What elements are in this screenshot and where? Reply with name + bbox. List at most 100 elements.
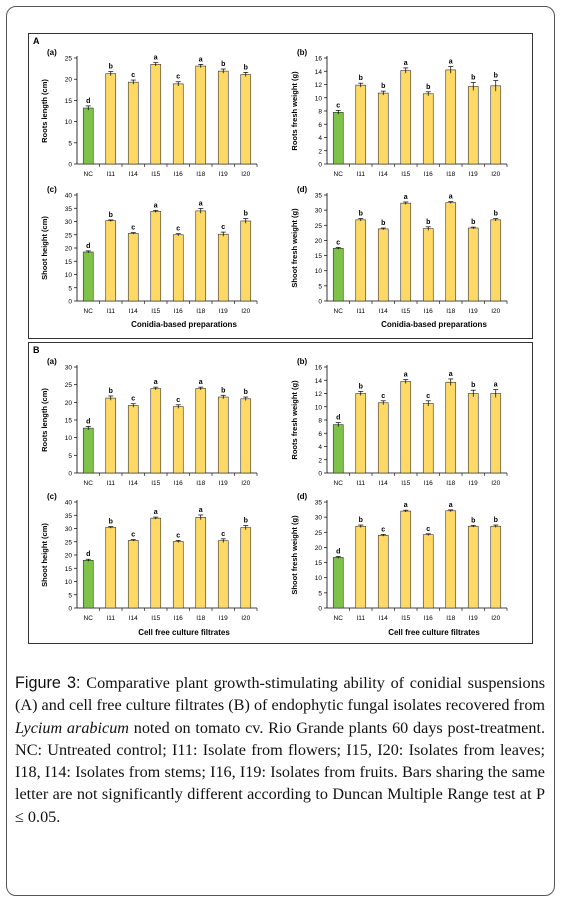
panel-a-label: A	[33, 36, 40, 46]
y-tick-label: 25	[315, 530, 323, 537]
x-tick-label: I20	[241, 480, 250, 487]
y-tick-label: 0	[68, 606, 72, 613]
significance-letter: a	[449, 502, 453, 509]
subplot-label: (d)	[297, 492, 308, 501]
bar-i15	[400, 510, 412, 609]
bar-i20	[490, 393, 502, 474]
y-tick-label: 15	[65, 566, 73, 573]
x-tick-label: I18	[446, 615, 455, 622]
significance-letter: c	[176, 226, 180, 233]
significance-letter: a	[199, 379, 203, 386]
bar-i15	[150, 517, 162, 609]
y-tick-label: 10	[65, 272, 73, 279]
y-tick-label: 2	[318, 148, 322, 155]
significance-letter: b	[244, 211, 248, 218]
bar-i18	[195, 210, 207, 302]
x-tick-label: I11	[356, 171, 365, 178]
y-tick-label: 16	[315, 56, 323, 63]
chart-a-roots-length: (a) Roots length (cm) 0 5 10 15 20 25 d NC b I11 c I1…	[40, 48, 258, 178]
significance-letter: a	[449, 371, 453, 378]
significance-letter: b	[359, 75, 363, 82]
x-tick-label: NC	[334, 615, 344, 622]
x-tick-label: I19	[219, 480, 228, 487]
caption-text-2: noted on tomato cv. Rio Grande plants 60…	[15, 718, 546, 826]
subplot-label: (a)	[47, 357, 57, 366]
bar-i18	[195, 65, 207, 165]
x-tick-label: NC	[84, 615, 94, 622]
bar-nc	[332, 557, 344, 609]
bar-i15	[150, 211, 162, 302]
significance-letter: b	[359, 211, 363, 218]
significance-letter: a	[449, 59, 453, 66]
x-tick-label: I18	[446, 480, 455, 487]
significance-letter: a	[449, 194, 453, 201]
y-tick-label: 35	[65, 513, 73, 520]
x-tick-label: I11	[356, 308, 365, 315]
x-tick-label: I18	[196, 480, 205, 487]
y-tick-label: 30	[65, 526, 73, 533]
significance-letter: a	[154, 55, 158, 62]
figure-frame	[6, 6, 555, 896]
x-tick-label: I15	[401, 171, 410, 178]
x-tick-label: I20	[241, 615, 250, 622]
y-tick-label: 2	[318, 457, 322, 464]
bar-nc	[82, 560, 94, 609]
bar-i16	[172, 234, 184, 302]
x-tick-label: NC	[84, 308, 94, 315]
x-tick-label: I16	[424, 480, 433, 487]
caption-text-1: Comparative plant growth-stimulating abi…	[15, 674, 545, 715]
significance-letter: c	[426, 526, 430, 533]
significance-letter: b	[494, 211, 498, 218]
bar-i19	[467, 86, 479, 165]
y-tick-label: 14	[315, 69, 323, 76]
significance-letter: a	[404, 502, 408, 509]
y-axis-label: Shoot height (cm)	[40, 216, 49, 280]
y-axis-label: Shoot height (cm)	[40, 523, 49, 587]
bar-nc	[82, 427, 94, 474]
significance-letter: b	[221, 387, 225, 394]
significance-letter: c	[176, 74, 180, 81]
significance-letter: c	[131, 225, 135, 232]
x-tick-label: I14	[129, 171, 138, 178]
bar-i16	[172, 83, 184, 165]
bar-i19	[217, 396, 229, 474]
bar-i14	[377, 535, 389, 609]
panel-a-xaxis-title-left: Conidia-based preparations	[131, 320, 237, 329]
y-tick-label: 14	[315, 378, 323, 385]
x-tick-label: I19	[469, 615, 478, 622]
panel-b-xaxis-title-left: Cell free culture filtrates	[138, 628, 230, 637]
chart-a-roots-fresh-weight: (b) Roots fresh weight (g) 0 2 4 6 8 10 12 14 16 c N…	[290, 48, 508, 178]
bar-i18	[445, 510, 457, 609]
bar-i16	[422, 403, 434, 474]
significance-letter: b	[109, 212, 113, 219]
bar-i20	[490, 85, 502, 165]
significance-letter: b	[359, 517, 363, 524]
y-tick-label: 15	[315, 253, 323, 260]
x-tick-label: I16	[174, 480, 183, 487]
significance-letter: a	[199, 201, 203, 208]
y-tick-label: 25	[65, 232, 73, 239]
x-tick-label: I16	[174, 615, 183, 622]
bar-i18	[445, 202, 457, 302]
significance-letter: b	[244, 518, 248, 525]
bar-i15	[150, 388, 162, 474]
bar-i15	[400, 70, 412, 165]
y-tick-label: 20	[65, 246, 73, 253]
x-tick-label: I14	[379, 615, 388, 622]
x-tick-label: I11	[106, 308, 115, 315]
x-tick-label: I11	[356, 615, 365, 622]
chart-b-shoot-fresh-weight: (d) Shoot fresh weight (g) 0 5 10 15 20 25 30 35 d…	[290, 492, 508, 622]
y-tick-label: 15	[315, 560, 323, 567]
x-tick-label: I20	[241, 308, 250, 315]
bar-i14	[127, 81, 139, 165]
subplot-label: (c)	[47, 492, 57, 501]
x-tick-label: I14	[129, 480, 138, 487]
bar-i18	[195, 517, 207, 609]
x-tick-label: NC	[334, 480, 344, 487]
x-tick-label: I14	[129, 308, 138, 315]
x-tick-label: I15	[401, 615, 410, 622]
x-tick-label: I16	[174, 308, 183, 315]
x-tick-label: I19	[219, 615, 228, 622]
significance-letter: c	[131, 396, 135, 403]
y-tick-label: 10	[315, 268, 323, 275]
